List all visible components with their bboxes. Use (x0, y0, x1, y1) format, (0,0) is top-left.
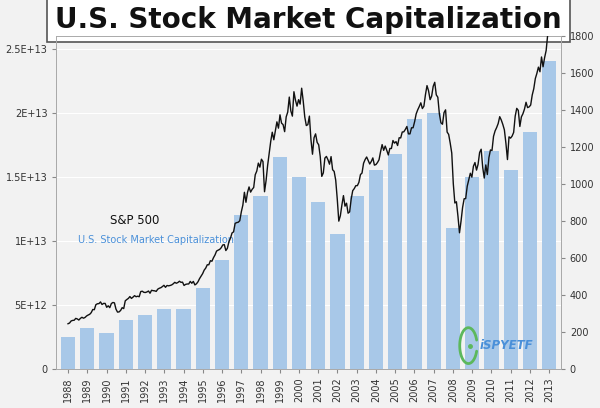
Bar (523, 132, 537, 369)
Bar (272, 157, 287, 369)
Bar (407, 119, 422, 369)
Text: U.S. Stock Market Capitalization: U.S. Stock Market Capitalization (77, 235, 233, 245)
Bar (350, 196, 364, 369)
Bar (446, 228, 460, 369)
Bar (311, 202, 325, 369)
Title: U.S. Stock Market Capitalization: U.S. Stock Market Capitalization (55, 6, 562, 33)
Bar (388, 154, 403, 369)
Bar (369, 170, 383, 369)
Bar (157, 308, 172, 369)
Bar (99, 333, 114, 369)
Text: S&P 500: S&P 500 (110, 214, 160, 227)
Bar (292, 177, 306, 369)
Bar (253, 196, 268, 369)
Bar (138, 315, 152, 369)
Bar (234, 215, 248, 369)
Bar (176, 308, 191, 369)
Bar (119, 320, 133, 369)
Bar (503, 170, 518, 369)
Bar (465, 177, 479, 369)
Bar (61, 337, 75, 369)
Bar (80, 328, 94, 369)
Text: iSPYETF: iSPYETF (480, 339, 533, 352)
Bar (484, 151, 499, 369)
Bar (542, 62, 556, 369)
Bar (215, 260, 229, 369)
Bar (196, 288, 210, 369)
Bar (427, 113, 441, 369)
Bar (330, 234, 345, 369)
